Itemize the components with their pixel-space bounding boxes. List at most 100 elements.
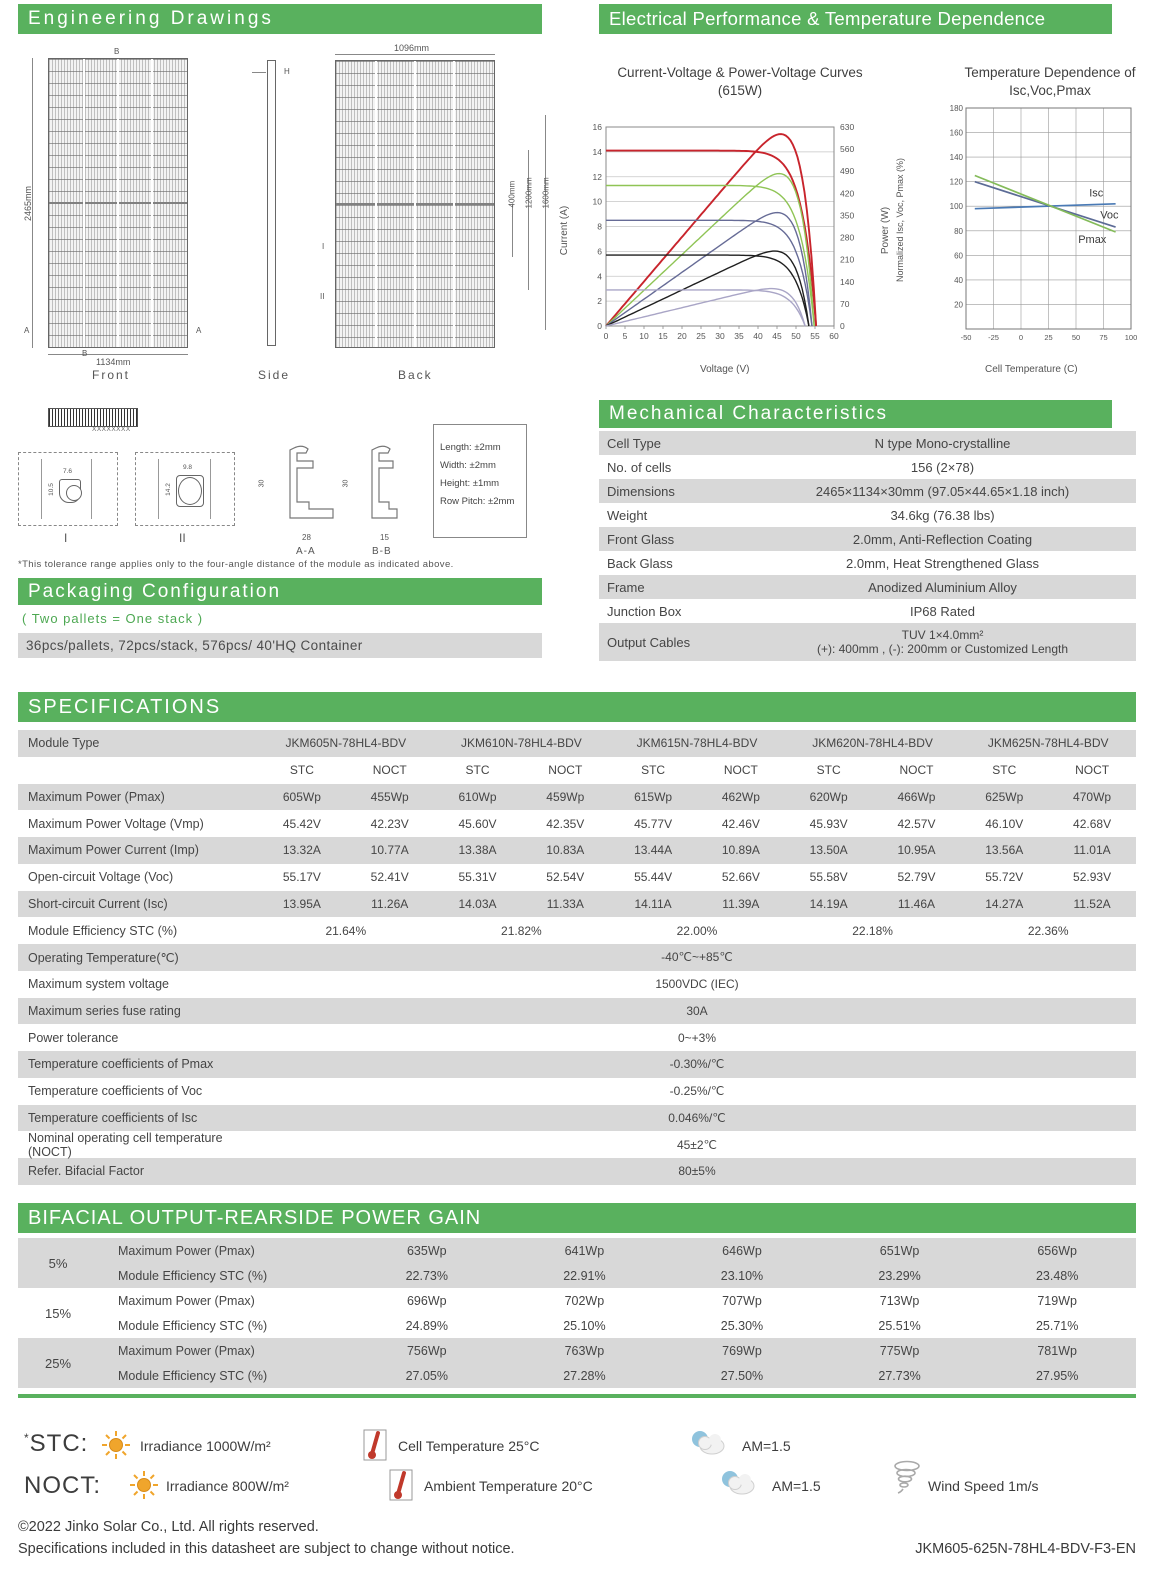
spec-data-row: Open-circuit Voltage (Voc) 55.17V 52.41V 55… (18, 864, 1136, 891)
spec-value: 605Wp (282, 789, 321, 804)
spec-value: 52.41V (370, 870, 409, 885)
temp-chart-x-label: Cell Temperature (C) (985, 364, 1078, 375)
spec-value: 52.93V (1073, 870, 1112, 885)
svg-text:420: 420 (840, 188, 854, 198)
bifacial-value: 781Wp (1037, 1343, 1077, 1358)
svg-text:10: 10 (593, 197, 603, 207)
mech-row-label: No. of cells (607, 459, 672, 475)
spec-row-label: Maximum system voltage (28, 977, 170, 992)
bifacial-value: 763Wp (564, 1343, 605, 1358)
svg-text:2: 2 (597, 296, 602, 306)
spec-efficiency-row: Module Efficiency STC (%) 21.64% 21.82% 22.… (18, 917, 1136, 944)
bifacial-row-label: Module Efficiency STC (%) (118, 1318, 268, 1333)
spec-row-label: Temperature coefficients of Voc (28, 1084, 203, 1099)
spec-value: 45.60V (458, 816, 497, 831)
spec-value: 13.50A (809, 843, 848, 858)
cloud-icon (692, 1431, 725, 1455)
mech-row-value: TUV 1×4.0mm² (+): 400mm , (-): 200mm or C… (749, 623, 1136, 661)
svg-text:160: 160 (950, 129, 964, 138)
temperature-dependence-chart: 20 40 60 80 100 120 140 160 180 -50 -25 0 25 50 75 100 I… (950, 104, 1138, 342)
document-code: JKM605-625N-78HL4-BDV-F3-EN (915, 1541, 1136, 1557)
mech-row: Frame Anodized Aluminium Alloy (599, 575, 1136, 599)
spec-value: 52.79V (897, 870, 936, 885)
bifacial-value: 651Wp (879, 1243, 920, 1258)
svg-text:60: 60 (829, 331, 839, 341)
spec-value: 1500VDC (IEC) (655, 977, 739, 992)
spec-value: 80±5% (678, 1164, 716, 1179)
profile-bb-height: 30 (342, 479, 350, 488)
spec-data-row: Maximum Power (Pmax) 605Wp 455Wp 610Wp 459Wp… (18, 783, 1136, 811)
bifacial-row: Module Efficiency STC (%) 24.89% 25.10% 25.… (98, 1313, 1136, 1338)
detail-2-caption: II (179, 531, 186, 545)
svg-text:12: 12 (593, 172, 603, 182)
spec-row-label: Maximum series fuse rating (28, 1003, 181, 1018)
mech-row-value: Anodized Aluminium Alloy (749, 575, 1136, 599)
front-view-caption: Front (92, 368, 131, 382)
spec-condition: NOCT (899, 763, 934, 778)
sun-icon (130, 1471, 158, 1499)
section-title-mechanical: Mechanical Characteristics (599, 400, 1112, 428)
svg-text:35: 35 (734, 331, 744, 341)
spec-condition: STC (641, 763, 666, 778)
back-dim-1600: 1600mm (541, 177, 551, 209)
mounting-hole-circle (178, 477, 202, 505)
bifacial-value: 23.48% (1035, 1268, 1079, 1283)
section-title-text: Electrical Performance & Temperature Dep… (609, 8, 1046, 29)
noct-irradiance: Irradiance 800W/m² (166, 1478, 289, 1494)
spec-module-type: JKM615N-78HL4-BDV (636, 736, 758, 751)
spec-value: 625Wp (985, 789, 1024, 804)
spec-empty-label (18, 757, 258, 784)
bifacial-gain-body: Maximum Power (Pmax) 635Wp 641Wp 646Wp 651Wp… (98, 1238, 1136, 1288)
tolerance-row-pitch: Row Pitch: ±2mm (440, 496, 515, 507)
svg-text:16: 16 (593, 122, 603, 132)
mech-row-label: Weight (607, 507, 648, 523)
spec-value: 30A (686, 1003, 708, 1018)
back-width-dim-line (335, 54, 495, 55)
temp-chart-y-label: Normalized Isc, Voc, Pmax (%) (895, 157, 906, 283)
tolerance-note: *This tolerance range applies only to th… (18, 559, 454, 570)
mech-value-line: (+): 400mm , (-): 200mm or Customized Le… (816, 642, 1069, 656)
spec-value: 13.44A (634, 843, 673, 858)
mech-row-value: IP68 Rated (749, 599, 1136, 623)
spec-row-label: Power tolerance (28, 1030, 119, 1045)
spec-value: -0.25%/℃ (669, 1084, 725, 1099)
tolerance-length: Length: ±2mm (440, 442, 501, 453)
spec-value: 22.18% (852, 923, 893, 938)
stc-label: *STC: (24, 1430, 89, 1457)
spec-value: 45±2℃ (676, 1137, 718, 1152)
temp-chart-series-label: Pmax (1078, 234, 1107, 246)
svg-text:40: 40 (954, 276, 963, 285)
spec-value: 13.38A (458, 843, 497, 858)
spec-value: 55.17V (282, 870, 321, 885)
disclaimer-text: Specifications included in this datashee… (18, 1541, 515, 1557)
svg-text:70: 70 (840, 299, 850, 309)
spec-value: 14.11A (634, 896, 672, 911)
iv-chart-title: Current-Voltage & Power-Voltage Curves (… (617, 65, 863, 99)
mechanical-table: Cell Type N type Mono-crystalline No. of c… (599, 431, 1136, 661)
spec-value: 45.42V (282, 816, 321, 831)
svg-text:25: 25 (1044, 333, 1052, 342)
bifacial-value: 702Wp (564, 1293, 605, 1308)
spec-value: 14.19A (809, 896, 848, 911)
mech-row: Back Glass 2.0mm, Heat Strengthened Glass (599, 551, 1136, 575)
bifacial-value: 641Wp (564, 1243, 605, 1258)
spec-data-row: Short-circuit Current (Isc) 13.95A 11.26A 1… (18, 890, 1136, 918)
svg-text:180: 180 (950, 104, 964, 113)
bifacial-value: 25.51% (878, 1318, 921, 1333)
svg-text:350: 350 (840, 210, 854, 220)
back-dim-1200: 1200mm (524, 177, 534, 209)
spec-condition: STC (992, 763, 1017, 778)
frame-edge-line (91, 459, 92, 519)
spec-single-row: Refer. Bifacial Factor 80±5% (18, 1158, 1136, 1185)
section-marker-a-right: A (196, 326, 202, 335)
bifacial-value: 25.71% (1035, 1318, 1079, 1333)
spec-value: 462Wp (721, 789, 760, 804)
bifacial-value: 23.10% (720, 1268, 764, 1283)
svg-text:140: 140 (950, 153, 964, 162)
spec-value: 42.46V (721, 816, 760, 831)
spec-row-label: Temperature coefficients of Isc (28, 1110, 198, 1125)
spec-value: 0.046%/℃ (668, 1110, 726, 1125)
frame-edge-line (41, 459, 42, 519)
spec-single-row: Operating Temperature(℃) -40℃~+85℃ (18, 944, 1136, 971)
bifacial-value: 719Wp (1037, 1293, 1077, 1308)
